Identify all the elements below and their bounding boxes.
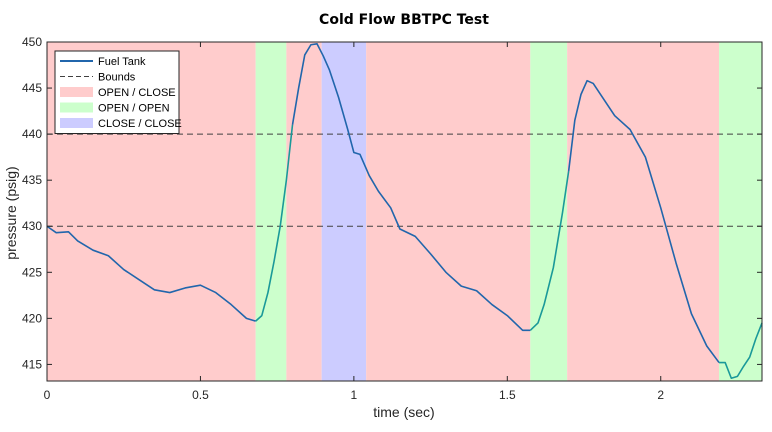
fuel-tank-line-segment-0 <box>46 225 256 322</box>
chart-title: Cold Flow BBTPC Test <box>319 12 489 28</box>
legend-label: OPEN / CLOSE <box>98 87 176 99</box>
fuel-tank-line-segment-2 <box>291 43 531 332</box>
region-open-close <box>567 42 720 381</box>
plot-frame <box>46 41 763 382</box>
y-axis-label: pressure (psig) <box>3 166 19 259</box>
region-open-open <box>255 42 287 381</box>
region-open-close <box>366 42 531 381</box>
region-open-close <box>286 42 322 381</box>
fuel-tank-line-segment-5 <box>719 322 763 380</box>
x-tick-label: 0 <box>44 388 51 402</box>
x-tick-label: 2 <box>657 388 664 402</box>
region-close-close <box>321 42 367 381</box>
legend-label: Bounds <box>98 72 136 84</box>
y-tick-label: 415 <box>22 357 42 371</box>
legend-label: Fuel Tank <box>98 56 146 68</box>
x-tick-label: 1 <box>351 388 358 402</box>
fuel-tank-line-segment-3 <box>529 170 570 331</box>
region-open-open <box>530 42 568 381</box>
y-tick-label: 430 <box>22 219 42 233</box>
bounds-lines <box>47 133 762 227</box>
x-axis-label: time (sec) <box>373 404 434 420</box>
y-tick-label: 450 <box>22 35 42 49</box>
legend-label: OPEN / OPEN <box>98 103 170 115</box>
y-tick-label: 420 <box>22 311 42 325</box>
y-axis: 415 420 425 430 435 440 445 450 <box>22 35 762 371</box>
series-group <box>46 43 763 380</box>
legend-swatch-patch <box>60 87 93 97</box>
x-tick-label: 0.5 <box>192 388 209 402</box>
y-tick-label: 440 <box>22 127 42 141</box>
background-regions <box>47 42 762 381</box>
y-tick-label: 425 <box>22 265 42 279</box>
legend-swatch-patch <box>60 102 93 113</box>
x-axis: 0 0.5 1 1.5 2 <box>44 42 664 402</box>
x-tick-label: 1.5 <box>499 388 516 402</box>
legend: Fuel Tank Bounds OPEN / CLOSE OPEN / OPEN CL… <box>54 50 182 134</box>
legend-swatch-patch <box>60 118 93 128</box>
y-tick-label: 445 <box>22 81 42 95</box>
fuel-tank-line-segment-1 <box>255 124 294 322</box>
legend-label: CLOSE / CLOSE <box>98 118 182 130</box>
region-open-open <box>719 42 762 381</box>
fuel-tank-line-segment-4 <box>567 79 720 364</box>
y-tick-label: 435 <box>22 173 42 187</box>
